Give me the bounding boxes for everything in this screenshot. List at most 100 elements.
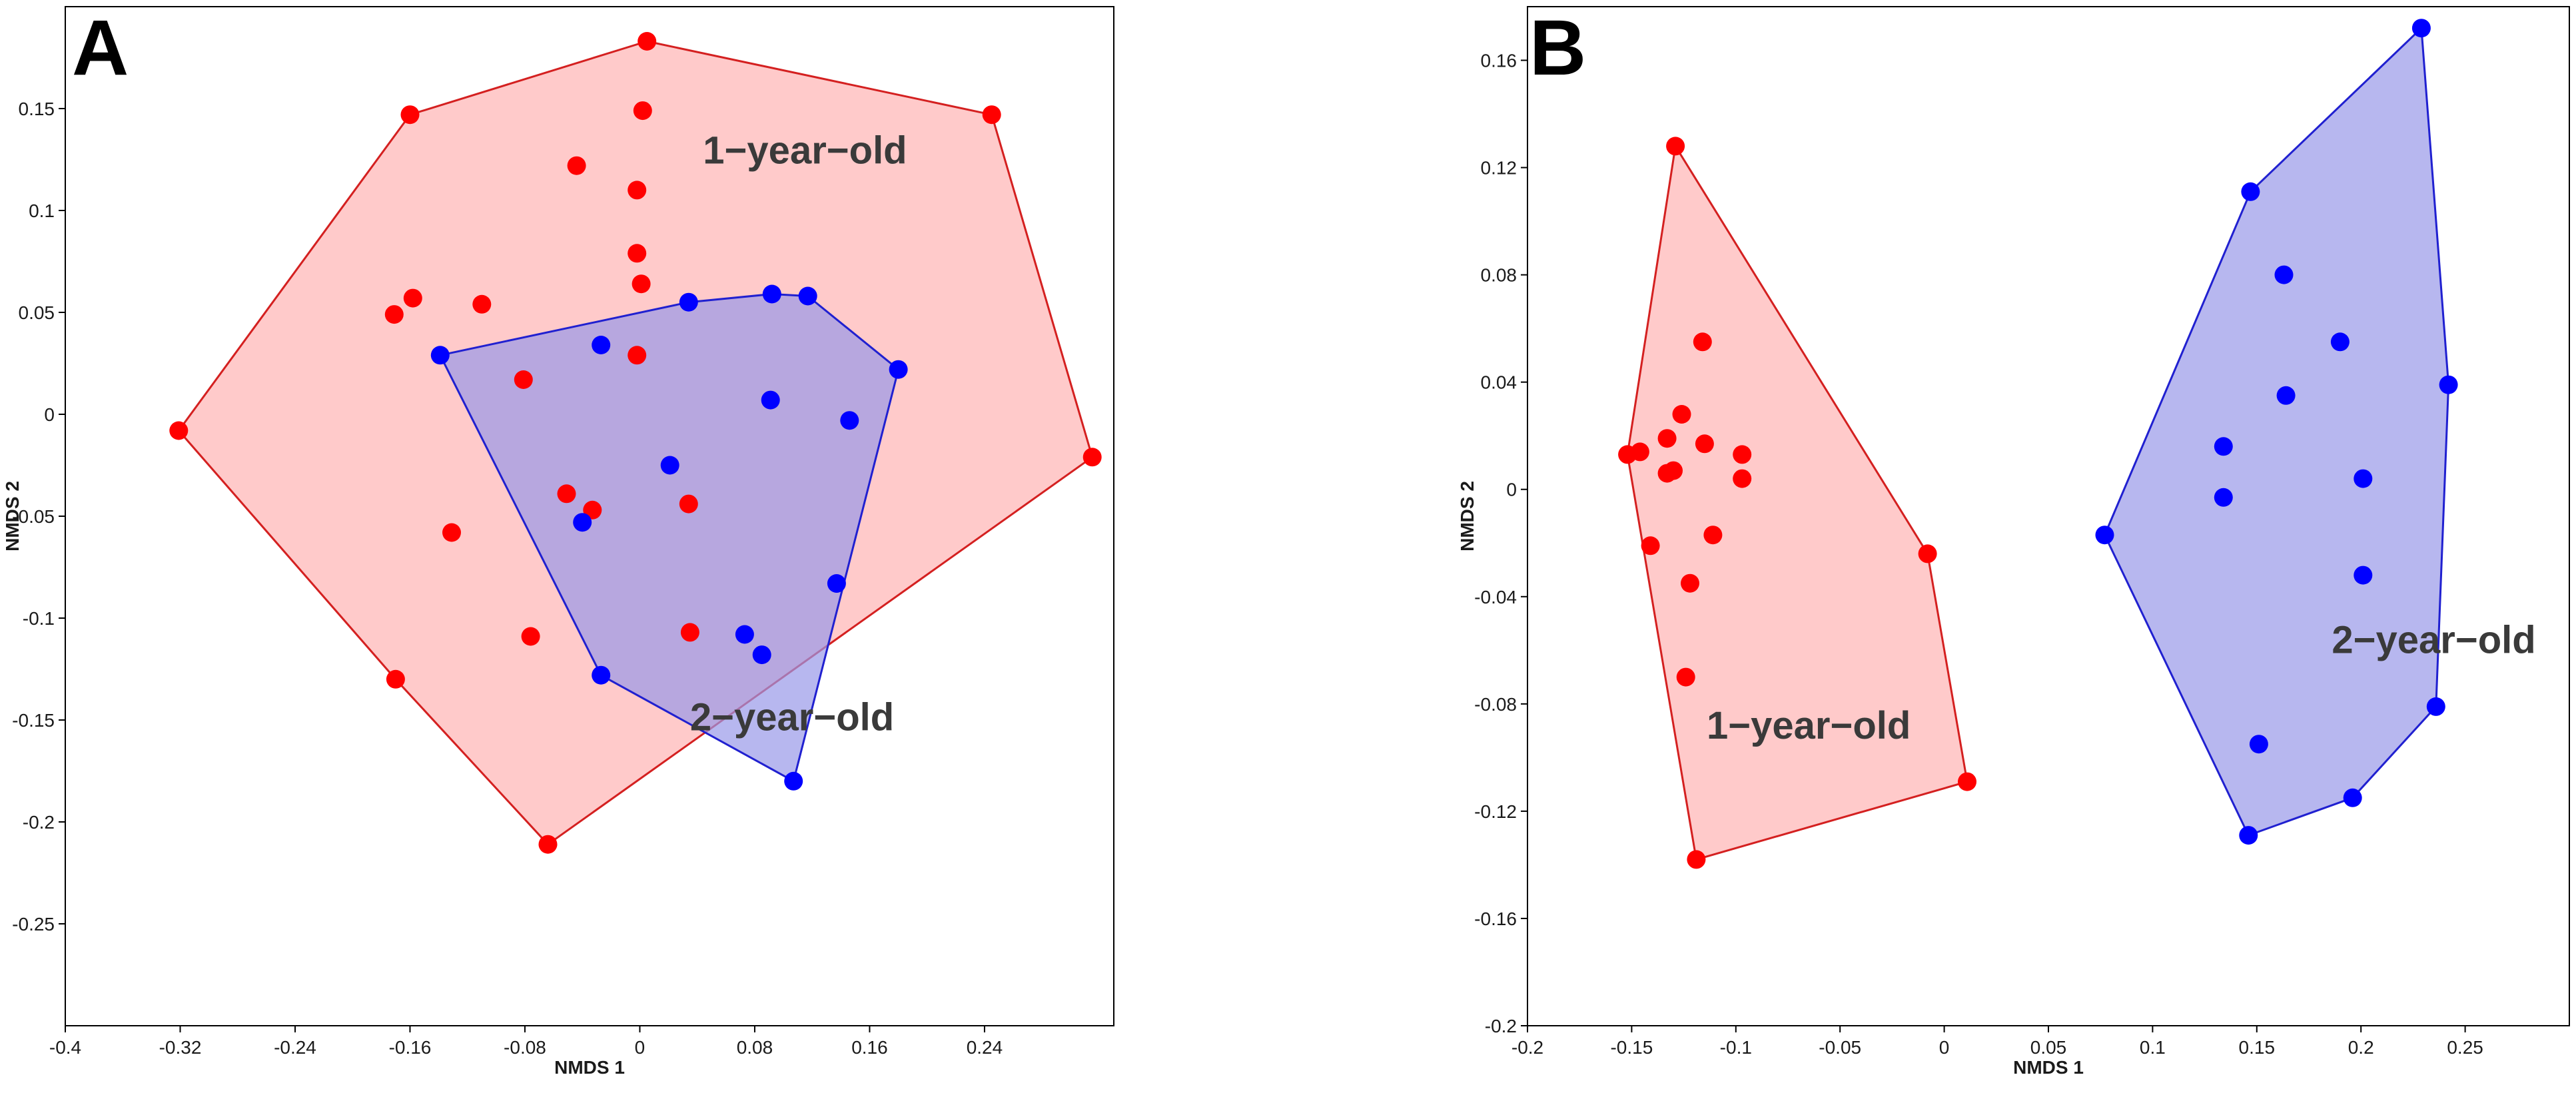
x-tick-label: -0.16 — [389, 1037, 432, 1058]
panel-letter: B — [1529, 4, 1586, 92]
data-point-1-year-old — [680, 623, 699, 642]
panel-a-chart: 1−year−old 2−year−old -0.4 -0.32 -0.24 -0.16 -… — [2, 4, 1114, 1078]
data-point-1-year-old — [400, 105, 420, 125]
data-point-2-year-old — [2330, 332, 2350, 352]
data-point-1-year-old — [1693, 332, 1712, 352]
y-tick-label: 0.08 — [1481, 265, 1517, 286]
data-point-2-year-old — [752, 645, 771, 665]
x-tick-label: 0.24 — [967, 1037, 1003, 1058]
group-label-1-year-old: 1−year−old — [1707, 704, 1911, 747]
y-tick-label: -0.2 — [23, 812, 55, 833]
data-point-2-year-old — [573, 513, 592, 532]
x-tick-label: -0.15 — [1610, 1037, 1653, 1058]
data-point-2-year-old — [2354, 469, 2373, 488]
y-axis-title: NMDS 2 — [1457, 481, 1478, 551]
data-point-1-year-old — [1672, 405, 1691, 424]
data-point-1-year-old — [1703, 526, 1723, 545]
data-point-2-year-old — [2274, 265, 2294, 284]
data-point-1-year-old — [632, 274, 651, 294]
data-point-1-year-old — [628, 244, 647, 263]
data-point-2-year-old — [2249, 735, 2268, 754]
data-point-1-year-old — [1676, 667, 1695, 687]
data-point-1-year-old — [1666, 137, 1685, 156]
y-tick-label: -0.12 — [1474, 801, 1517, 822]
x-axis-title: NMDS 1 — [554, 1057, 625, 1078]
data-point-1-year-old — [557, 484, 576, 504]
x-tick-label: -0.05 — [1819, 1037, 1861, 1058]
x-tick-label: 0.05 — [2030, 1037, 2067, 1058]
x-axis-title: NMDS 1 — [2013, 1057, 2084, 1078]
data-point-1-year-old — [521, 627, 540, 646]
y-tick-label: -0.05 — [12, 506, 55, 527]
y-tick-label: -0.15 — [12, 710, 55, 731]
data-point-1-year-old — [1958, 772, 1976, 791]
data-point-2-year-old — [2426, 697, 2445, 716]
data-point-1-year-old — [1618, 445, 1637, 464]
data-point-2-year-old — [2276, 386, 2296, 405]
y-tick-label: 0.1 — [29, 200, 55, 221]
data-point-2-year-old — [679, 292, 698, 312]
y-tick-label: -0.2 — [1485, 1016, 1517, 1036]
data-point-1-year-old — [403, 288, 422, 308]
data-point-1-year-old — [1641, 536, 1660, 555]
data-point-1-year-old — [1695, 434, 1714, 454]
data-point-1-year-old — [514, 370, 533, 389]
data-point-1-year-old — [538, 835, 558, 854]
y-tick-label: -0.04 — [1474, 587, 1517, 607]
y-tick-label: 0.05 — [19, 302, 55, 323]
hull-2-year-old — [2104, 27, 2450, 837]
data-point-1-year-old — [679, 494, 698, 514]
group-label-2-year-old: 2−year−old — [690, 695, 894, 739]
data-point-1-year-old — [1733, 445, 1752, 464]
data-point-1-year-old — [1657, 429, 1677, 448]
panel-b-chart: 1−year−old 2−year−old -0.2 -0.15 -0.1 -0.05 0 0… — [1457, 4, 2570, 1078]
data-point-2-year-old — [2411, 19, 2431, 38]
data-point-2-year-old — [761, 390, 780, 410]
x-tick-label: -0.4 — [49, 1037, 81, 1058]
data-point-1-year-old — [472, 294, 492, 314]
x-tick-label: 0.15 — [2239, 1037, 2276, 1058]
y-tick-label: -0.08 — [1474, 694, 1517, 715]
data-point-2-year-old — [2095, 526, 2114, 545]
data-point-1-year-old — [628, 346, 647, 365]
y-tick-label: 0 — [44, 404, 55, 425]
data-point-2-year-old — [660, 456, 679, 475]
x-tick-label: -0.1 — [1720, 1037, 1752, 1058]
x-tick-label: 0.1 — [2140, 1037, 2166, 1058]
data-point-2-year-old — [2241, 182, 2260, 201]
data-point-2-year-old — [735, 625, 754, 644]
x-tick-label: 0.2 — [2348, 1037, 2374, 1058]
data-point-1-year-old — [633, 101, 652, 121]
data-point-2-year-old — [798, 286, 817, 306]
data-point-2-year-old — [430, 346, 450, 365]
data-point-1-year-old — [1687, 850, 1706, 869]
x-tick-label: -0.24 — [274, 1037, 316, 1058]
x-tick-label: -0.32 — [159, 1037, 202, 1058]
x-tick-label: 0.25 — [2447, 1037, 2483, 1058]
data-point-1-year-old — [1918, 544, 1937, 563]
x-tick-label: 0.08 — [737, 1037, 773, 1058]
data-point-1-year-old — [638, 32, 657, 51]
data-point-2-year-old — [827, 574, 846, 593]
data-point-2-year-old — [592, 665, 611, 685]
y-tick-label: 0.16 — [1481, 51, 1517, 71]
y-tick-label: -0.25 — [12, 914, 55, 934]
data-point-1-year-old — [628, 181, 647, 200]
group-label-2-year-old: 2−year−old — [2332, 618, 2535, 661]
panel-letter: A — [72, 4, 129, 92]
data-point-2-year-old — [784, 771, 803, 791]
data-point-1-year-old — [567, 156, 586, 175]
data-point-1-year-old — [1733, 469, 1752, 488]
y-tick-label: 0.15 — [19, 99, 55, 119]
data-point-1-year-old — [442, 523, 461, 542]
x-tick-label: 0.16 — [851, 1037, 888, 1058]
data-point-2-year-old — [592, 336, 611, 354]
data-point-2-year-old — [2343, 788, 2362, 807]
y-tick-label: 0 — [1506, 480, 1517, 500]
y-axis-title: NMDS 2 — [2, 481, 23, 551]
y-tick-label: -0.1 — [23, 608, 55, 629]
data-point-2-year-old — [2239, 826, 2258, 845]
data-point-1-year-old — [169, 421, 189, 440]
group-label-1-year-old: 1−year−old — [703, 129, 907, 173]
